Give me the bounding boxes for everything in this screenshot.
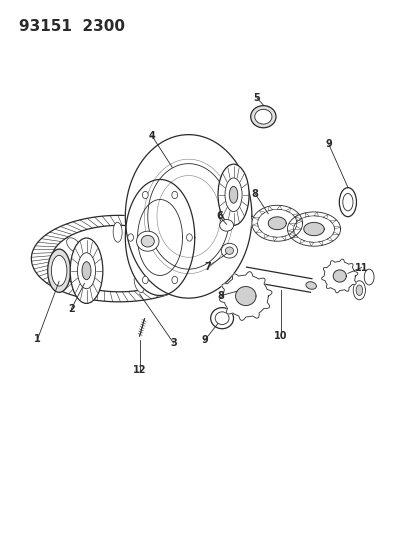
Polygon shape [318, 241, 322, 245]
Ellipse shape [66, 238, 81, 252]
Polygon shape [333, 226, 339, 229]
Ellipse shape [219, 220, 233, 231]
Ellipse shape [363, 269, 373, 285]
Ellipse shape [47, 249, 70, 292]
Polygon shape [235, 287, 255, 305]
Ellipse shape [156, 236, 169, 251]
Ellipse shape [305, 282, 316, 289]
Text: 6: 6 [215, 212, 222, 221]
Polygon shape [326, 237, 332, 241]
Polygon shape [263, 234, 268, 238]
Ellipse shape [223, 211, 235, 221]
Text: 10: 10 [273, 331, 287, 341]
Text: 8: 8 [251, 189, 258, 199]
Ellipse shape [77, 253, 95, 289]
Polygon shape [321, 259, 357, 293]
Polygon shape [322, 215, 328, 219]
Polygon shape [259, 211, 264, 215]
Polygon shape [253, 217, 259, 220]
Ellipse shape [186, 234, 192, 241]
Ellipse shape [142, 276, 148, 284]
Text: 9: 9 [201, 335, 207, 345]
Polygon shape [219, 272, 271, 320]
Ellipse shape [352, 281, 365, 300]
Polygon shape [252, 223, 258, 227]
Polygon shape [31, 215, 206, 302]
Ellipse shape [225, 178, 242, 212]
Ellipse shape [141, 236, 154, 247]
Text: 12: 12 [133, 366, 146, 375]
Polygon shape [255, 229, 261, 233]
Polygon shape [292, 214, 298, 217]
Ellipse shape [250, 106, 275, 128]
Ellipse shape [82, 262, 91, 280]
Polygon shape [332, 270, 345, 282]
Polygon shape [281, 236, 285, 240]
Polygon shape [277, 205, 281, 209]
Ellipse shape [83, 271, 94, 289]
Text: 3: 3 [170, 338, 176, 348]
Polygon shape [288, 223, 295, 226]
Text: 11: 11 [354, 263, 367, 272]
Text: 5: 5 [253, 93, 260, 103]
Ellipse shape [215, 312, 228, 325]
Ellipse shape [51, 255, 67, 286]
Polygon shape [299, 239, 304, 244]
Ellipse shape [70, 238, 102, 303]
Text: 2: 2 [68, 304, 75, 314]
Polygon shape [287, 212, 340, 246]
Polygon shape [125, 180, 194, 295]
Text: 8: 8 [217, 290, 224, 301]
Polygon shape [329, 220, 336, 223]
Ellipse shape [254, 109, 271, 124]
Polygon shape [303, 222, 323, 236]
Polygon shape [332, 232, 338, 235]
Ellipse shape [339, 188, 356, 216]
Polygon shape [287, 229, 293, 232]
Ellipse shape [221, 243, 237, 258]
Polygon shape [252, 205, 302, 241]
Ellipse shape [171, 276, 177, 284]
Polygon shape [268, 217, 285, 230]
Ellipse shape [342, 193, 352, 211]
Text: 1: 1 [34, 334, 41, 344]
Polygon shape [313, 212, 318, 216]
Polygon shape [294, 227, 300, 229]
Polygon shape [294, 217, 301, 221]
Ellipse shape [218, 164, 249, 225]
Ellipse shape [219, 207, 239, 225]
Ellipse shape [136, 231, 159, 251]
Polygon shape [272, 237, 277, 241]
Text: 7: 7 [204, 262, 211, 271]
Polygon shape [309, 242, 313, 246]
Text: 4: 4 [148, 131, 155, 141]
Polygon shape [268, 206, 272, 211]
Text: 9: 9 [325, 139, 331, 149]
Ellipse shape [210, 308, 233, 329]
Ellipse shape [142, 191, 148, 199]
Ellipse shape [128, 234, 133, 241]
Ellipse shape [229, 187, 237, 203]
Polygon shape [291, 235, 297, 238]
Ellipse shape [171, 191, 177, 199]
Polygon shape [289, 232, 294, 236]
Polygon shape [296, 220, 301, 223]
Ellipse shape [225, 247, 233, 254]
Polygon shape [125, 135, 252, 298]
Ellipse shape [355, 285, 362, 295]
Ellipse shape [134, 273, 144, 293]
Polygon shape [285, 208, 290, 212]
Ellipse shape [113, 222, 122, 242]
Polygon shape [52, 225, 186, 292]
Polygon shape [304, 213, 309, 217]
Text: 93151  2300: 93151 2300 [19, 19, 125, 34]
